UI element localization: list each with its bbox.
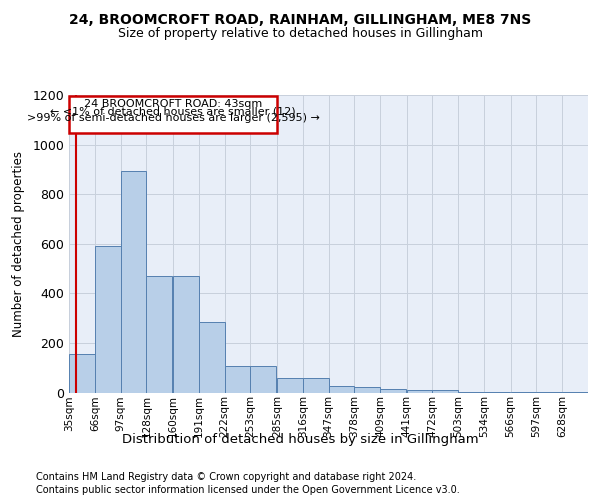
Bar [354, 387, 380, 392]
Bar [95, 246, 121, 392]
Bar [224, 366, 250, 392]
Text: Contains public sector information licensed under the Open Government Licence v3: Contains public sector information licen… [36, 485, 460, 495]
Bar [407, 390, 433, 392]
Bar [303, 378, 329, 392]
Bar [380, 389, 406, 392]
Bar [121, 170, 146, 392]
Text: Size of property relative to detached houses in Gillingham: Size of property relative to detached ho… [118, 28, 482, 40]
Bar [199, 322, 224, 392]
Y-axis label: Number of detached properties: Number of detached properties [13, 151, 25, 337]
Text: 24 BROOMCROFT ROAD: 43sqm: 24 BROOMCROFT ROAD: 43sqm [84, 99, 262, 109]
Bar [277, 378, 303, 392]
Bar [146, 276, 172, 392]
Bar [173, 276, 199, 392]
FancyBboxPatch shape [69, 96, 277, 134]
Text: ← <1% of detached houses are smaller (12): ← <1% of detached houses are smaller (12… [50, 106, 296, 116]
Text: Contains HM Land Registry data © Crown copyright and database right 2024.: Contains HM Land Registry data © Crown c… [36, 472, 416, 482]
Text: >99% of semi-detached houses are larger (2,595) →: >99% of semi-detached houses are larger … [26, 113, 319, 123]
Bar [329, 386, 354, 392]
Bar [433, 390, 458, 392]
Bar [69, 354, 95, 393]
Text: Distribution of detached houses by size in Gillingham: Distribution of detached houses by size … [122, 432, 478, 446]
Text: 24, BROOMCROFT ROAD, RAINHAM, GILLINGHAM, ME8 7NS: 24, BROOMCROFT ROAD, RAINHAM, GILLINGHAM… [69, 12, 531, 26]
Bar [250, 366, 276, 392]
